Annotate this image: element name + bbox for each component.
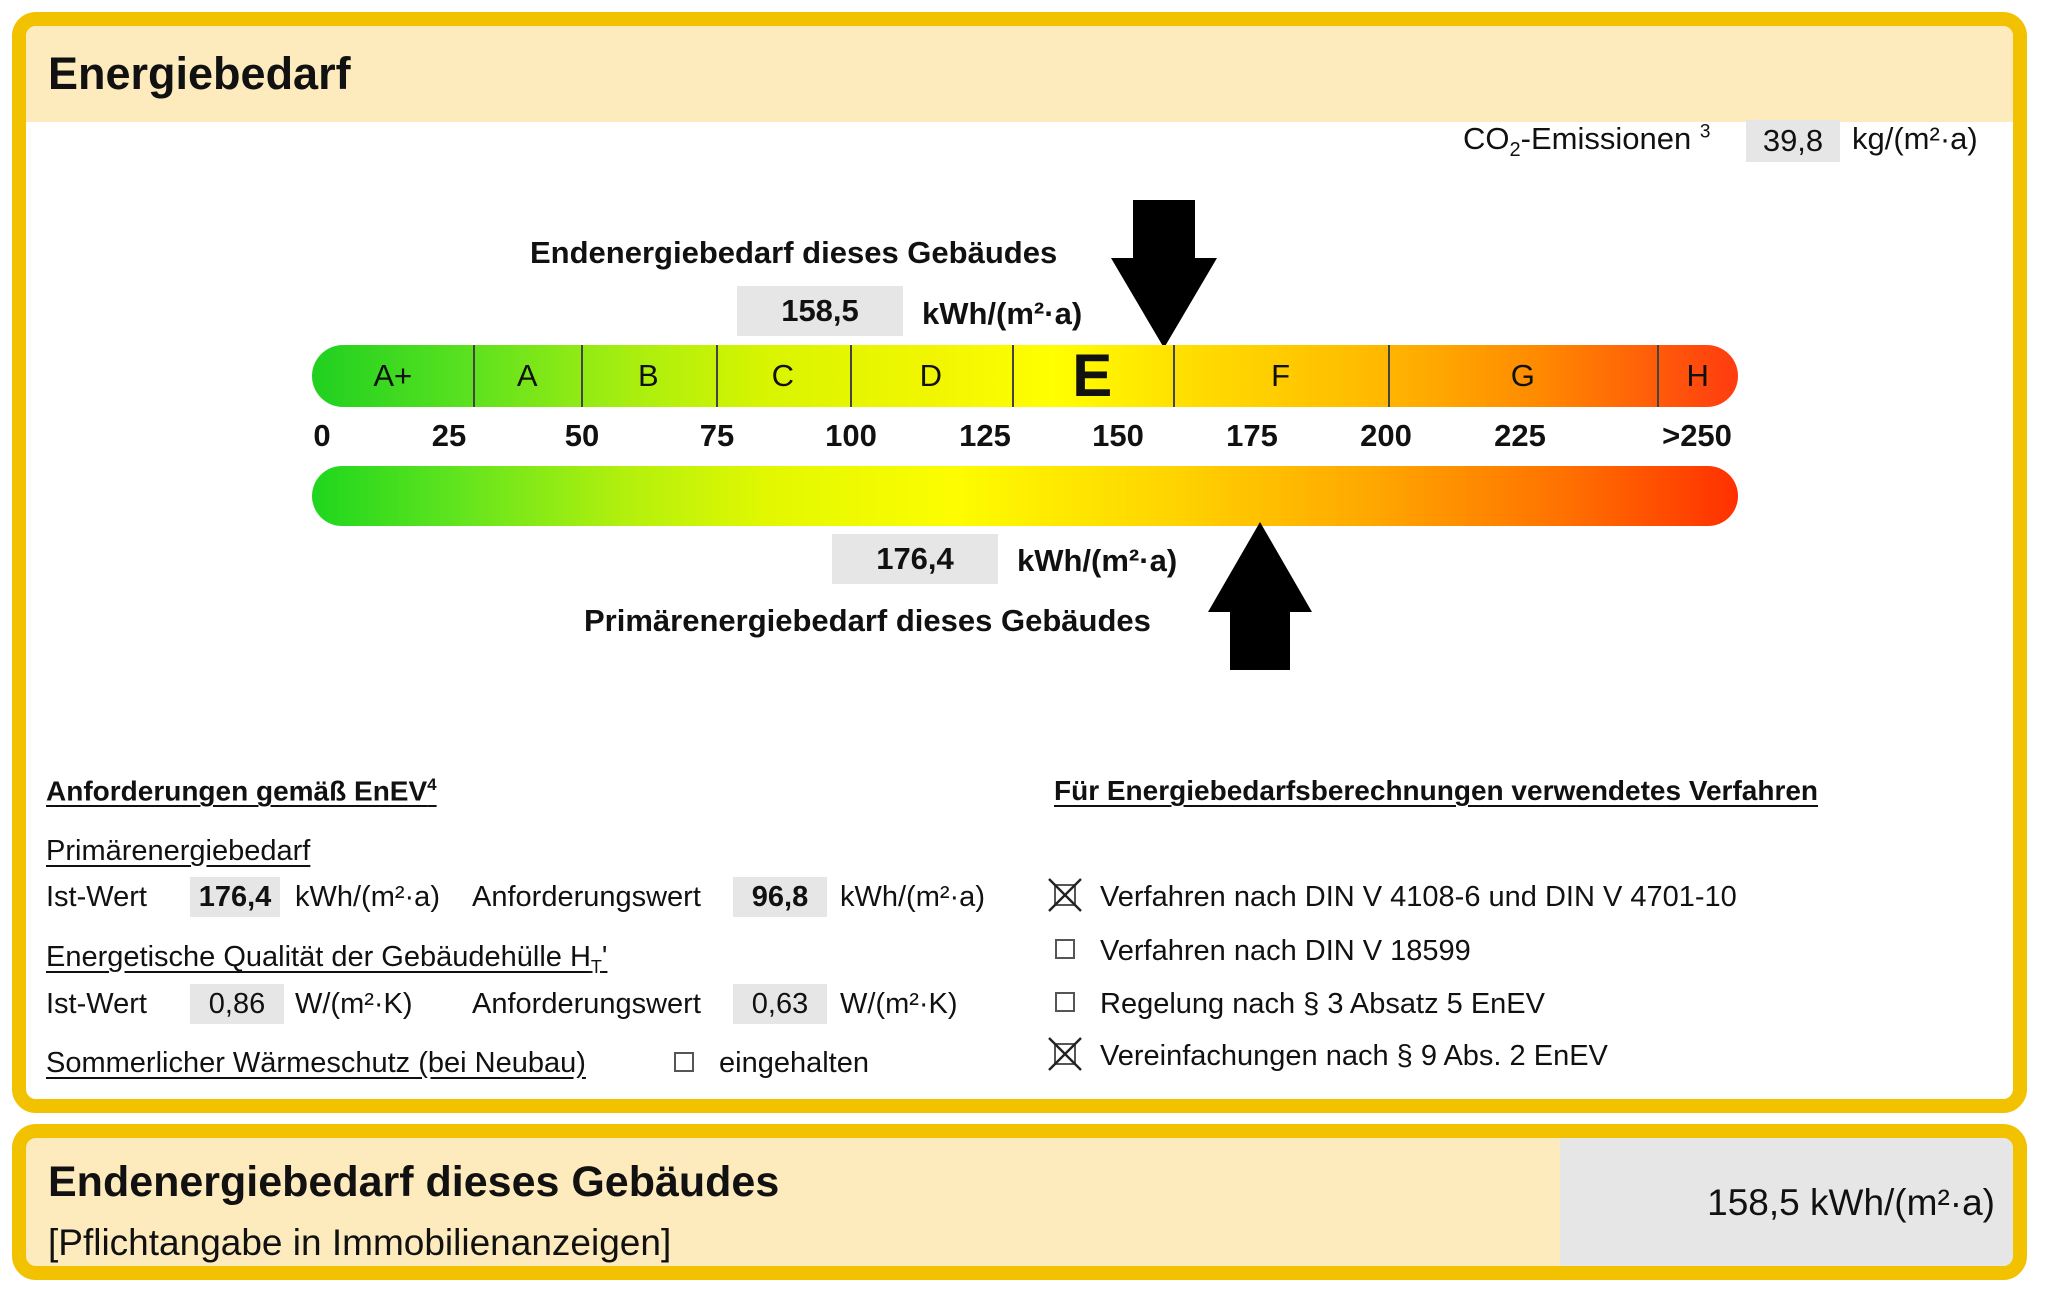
efficiency-class-scale: A+ A B C D E F G H [312, 345, 1738, 407]
co2-label-rest: -Emissionen [1520, 121, 1692, 156]
huelle-ist-label: Ist-Wert [46, 988, 147, 1020]
class-label-g: G [1510, 358, 1535, 393]
scale-tick-label: 125 [959, 418, 1011, 453]
sommer-title: Sommerlicher Wärmeschutz (bei Neubau) [46, 1047, 586, 1079]
scale-tick-label: >250 [1662, 418, 1732, 453]
scale-tick-label: 25 [431, 418, 467, 453]
class-label-e: E [1072, 345, 1113, 407]
primaer-anf-label: Anforderungswert [472, 881, 701, 913]
scale-tick-label: 50 [564, 418, 600, 453]
scale-tick-label: 150 [1092, 418, 1144, 453]
huelle-title-text: Energetische Qualität der Gebäudehülle H [46, 941, 591, 973]
huelle-anf-unit: W/(m²·K) [840, 988, 958, 1020]
verfahren-option-1-label: Verfahren nach DIN V 4108-6 und DIN V 47… [1100, 881, 1737, 913]
huelle-ist-unit: W/(m²·K) [295, 988, 413, 1020]
verfahren-option-3-label: Regelung nach § 3 Absatz 5 EnEV [1100, 988, 1545, 1020]
co2-footnote: 3 [1699, 121, 1711, 143]
endenergie-label: Endenergiebedarf dieses Gebäudes [530, 235, 1058, 270]
class-divider [581, 345, 584, 407]
class-divider [1388, 345, 1391, 407]
checkbox-checked-icon[interactable] [1048, 878, 1082, 912]
huelle-ist-value: 0,86 [190, 984, 284, 1024]
summary-panel: Endenergiebedarf dieses Gebäudes [Pflich… [12, 1124, 2027, 1280]
primaer-title: Primärenergiebedarf [46, 835, 311, 867]
class-divider [473, 345, 476, 407]
checkbox-unchecked-icon[interactable] [1055, 992, 1075, 1012]
checkbox-unchecked-icon[interactable] [1055, 939, 1075, 959]
verfahren-heading: Für Energiebedarfsberechnungen verwendet… [1054, 775, 1819, 806]
primaerenergie-arrow-icon [1208, 522, 1312, 670]
huelle-title-sub: T [590, 956, 602, 977]
scale-tick-label: 225 [1494, 418, 1546, 453]
huelle-anf-label: Anforderungswert [472, 988, 701, 1020]
primaer-ist-value: 176,4 [190, 877, 280, 917]
huelle-title: Energetische Qualität der Gebäudehülle H… [46, 941, 607, 978]
primaer-anf-value: 96,8 [733, 877, 827, 917]
summary-title: Endenergiebedarf dieses Gebäudes [48, 1158, 780, 1206]
endenergie-arrow-icon [1111, 200, 1217, 348]
anforderungen-heading: Anforderungen gemäß EnEV4 [46, 775, 437, 807]
class-label-c: C [771, 358, 795, 393]
energiebedarf-panel: Energiebedarf [12, 12, 2027, 1113]
verfahren-option-4-label: Vereinfachungen nach § 9 Abs. 2 EnEV [1100, 1040, 1608, 1072]
primaer-ist-label: Ist-Wert [46, 881, 147, 913]
class-label-d: D [919, 358, 943, 393]
primaerenergie-label: Primärenergiebedarf dieses Gebäudes [584, 603, 1151, 638]
anforderungen-heading-text: Anforderungen gemäß EnEV [46, 775, 428, 807]
class-divider [1172, 345, 1175, 407]
co2-label: CO2-Emissionen 3 [1463, 121, 1710, 162]
huelle-title-suffix: ' [601, 941, 608, 973]
summary-value: 158,5 kWh/(m²·a) [1707, 1182, 1995, 1223]
scale-tick-label: 0 [313, 418, 331, 453]
page-title: Energiebedarf [48, 48, 351, 99]
scale-tick-label: 100 [825, 418, 877, 453]
summary-value-box: 158,5 kWh/(m²·a) [1560, 1138, 2013, 1266]
co2-unit: kg/(m²·a) [1852, 121, 1978, 156]
primaer-anf-unit: kWh/(m²·a) [840, 881, 985, 913]
endenergie-value: 158,5 [737, 286, 903, 336]
primaerenergie-unit: kWh/(m²·a) [1017, 543, 1178, 578]
class-divider [850, 345, 853, 407]
scale-tick-label: 175 [1226, 418, 1278, 453]
class-label-aplus: A+ [373, 358, 413, 393]
co2-label-co: CO [1463, 121, 1510, 156]
primaerenergie-value: 176,4 [832, 534, 998, 584]
endenergie-unit: kWh/(m²·a) [922, 296, 1083, 331]
scale-tick-label: 75 [699, 418, 735, 453]
class-divider [1657, 345, 1660, 407]
class-divider [715, 345, 718, 407]
primaerenergie-scale [312, 466, 1738, 526]
sommer-check-label: eingehalten [719, 1047, 869, 1079]
co2-value: 39,8 [1746, 120, 1840, 162]
class-divider [1011, 345, 1014, 407]
scale-tick-label: 200 [1360, 418, 1412, 453]
huelle-anf-value: 0,63 [733, 984, 827, 1024]
anforderungen-footnote: 4 [427, 775, 437, 794]
header-band: Energiebedarf [26, 26, 2013, 122]
class-label-h: H [1686, 358, 1709, 393]
sommer-checkbox[interactable] [674, 1052, 694, 1072]
class-label-a: A [516, 358, 538, 393]
co2-label-sub: 2 [1509, 139, 1521, 162]
class-label-b: B [637, 358, 659, 393]
checkbox-checked-icon[interactable] [1048, 1037, 1082, 1071]
primaer-ist-unit: kWh/(m²·a) [295, 881, 440, 913]
class-label-f: F [1271, 358, 1291, 393]
summary-subtitle: [Pflichtangabe in Immobilienanzeigen] [48, 1222, 672, 1263]
verfahren-option-2-label: Verfahren nach DIN V 18599 [1100, 935, 1471, 967]
